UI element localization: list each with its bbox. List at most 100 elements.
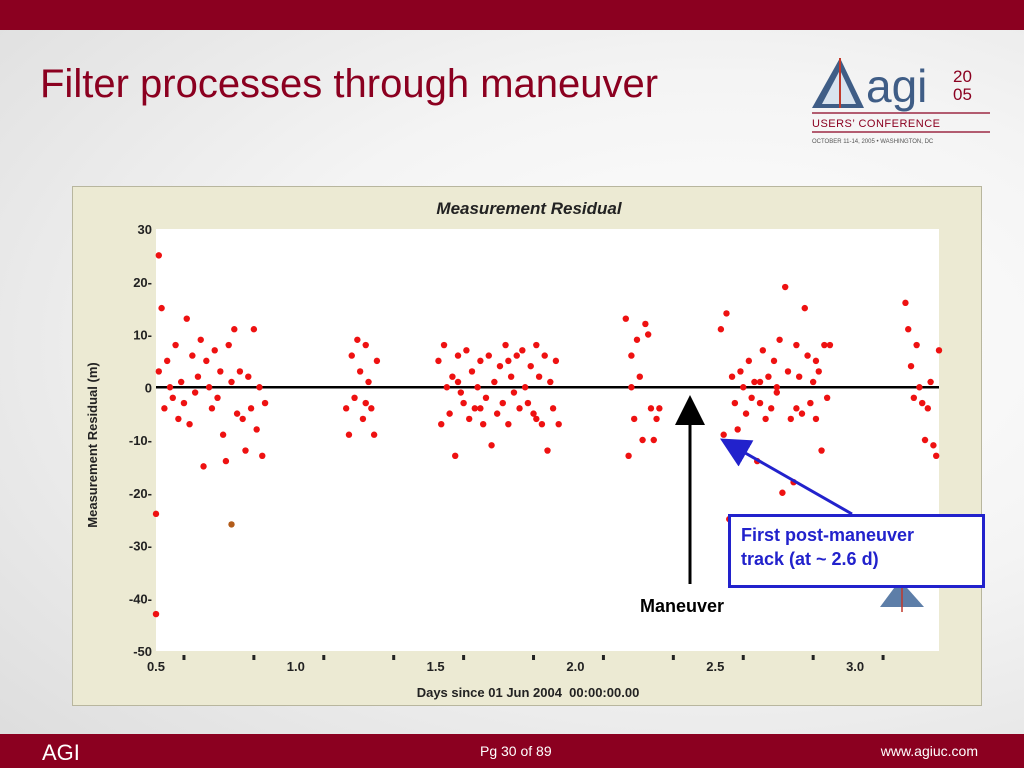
top-banner (0, 0, 1024, 30)
data-point (219, 431, 227, 438)
data-point (527, 362, 534, 370)
data-point (737, 368, 744, 375)
data-point (507, 373, 515, 380)
data-point (261, 399, 269, 407)
data-point (815, 368, 822, 375)
data-point (723, 310, 730, 317)
agi-conference-logo: agi 20 05 USERS’ CONFERENCE OCTOBER 11-1… (812, 58, 990, 145)
data-point (197, 336, 204, 343)
data-point (821, 341, 828, 349)
data-point (756, 399, 764, 407)
data-point (228, 378, 235, 386)
data-point (203, 357, 210, 365)
data-point (488, 442, 495, 449)
data-point (728, 373, 736, 380)
y-tick-label: 0 (145, 380, 152, 395)
data-point (740, 384, 747, 391)
data-point (770, 357, 778, 365)
data-point (452, 452, 459, 460)
data-point (538, 420, 546, 428)
footer-url: www.agiuc.com (880, 743, 978, 759)
data-point (524, 399, 532, 407)
x-axis-label: Days since 01 Jun 2004 00:00:00.00 (417, 685, 640, 700)
data-point (354, 336, 361, 343)
data-point (533, 341, 540, 349)
data-point (477, 405, 484, 412)
data-point (222, 457, 230, 465)
data-point (477, 357, 484, 365)
data-point (155, 368, 162, 375)
data-point (779, 489, 786, 496)
y-tick-label: -30- (129, 539, 152, 554)
logo-brand: agi (866, 60, 927, 112)
data-point (535, 373, 543, 380)
logo-tagline: USERS’ CONFERENCE (812, 118, 941, 130)
data-point (247, 405, 255, 412)
data-point (826, 341, 834, 349)
data-point (443, 384, 451, 391)
data-point (924, 405, 932, 412)
data-point (742, 410, 750, 417)
data-point (231, 326, 238, 333)
data-point (516, 405, 523, 412)
data-point (759, 347, 767, 354)
data-point (253, 426, 260, 433)
data-point (809, 378, 817, 386)
data-point (547, 378, 554, 386)
outlier-point (228, 521, 235, 528)
data-point (194, 373, 202, 380)
data-point (169, 394, 176, 401)
scatter-chart: Measurement Residual 30 20- 10- 0 -10- -20- -3… (85, 199, 943, 700)
footer-company: AGI (42, 740, 80, 765)
data-point (910, 394, 918, 401)
data-point (905, 326, 912, 333)
data-point (762, 415, 769, 423)
y-tick-label: 20- (133, 275, 152, 290)
data-point (356, 368, 364, 375)
data-point (471, 405, 478, 412)
data-point (795, 373, 803, 380)
logo-year-bottom: 05 (953, 85, 972, 104)
data-point (183, 315, 190, 322)
data-point (236, 368, 244, 375)
data-point (152, 610, 160, 618)
data-point (479, 420, 487, 428)
data-point (217, 368, 224, 375)
data-point (256, 384, 263, 391)
logo-dates: OCTOBER 11-14, 2005 • WASHINGTON, DC (812, 139, 934, 145)
data-point (233, 410, 241, 417)
data-point (214, 394, 221, 401)
data-point (239, 415, 246, 423)
data-point (720, 431, 727, 438)
data-point (463, 347, 470, 354)
x-tick-label: 2.5 (706, 659, 724, 674)
y-tick-label: -40- (129, 591, 152, 606)
data-point (446, 410, 453, 417)
data-point (748, 394, 755, 401)
data-point (765, 373, 772, 380)
data-point (784, 368, 792, 375)
data-point (510, 389, 518, 396)
data-point (644, 331, 652, 338)
data-point (773, 389, 781, 396)
data-point (807, 399, 814, 407)
data-point (902, 299, 909, 307)
data-point (180, 399, 188, 407)
data-point (438, 420, 445, 428)
data-point (628, 352, 635, 359)
data-point (211, 347, 218, 354)
data-point (158, 304, 165, 312)
data-point (823, 394, 831, 401)
data-point (930, 442, 937, 449)
data-point (625, 452, 632, 460)
data-point (812, 415, 820, 423)
data-point (812, 357, 820, 365)
data-point (359, 415, 367, 423)
logo-triangle-icon (812, 58, 864, 108)
data-point (787, 415, 794, 423)
data-point (482, 394, 490, 401)
data-point (440, 341, 448, 349)
data-point (454, 352, 462, 359)
data-point (798, 410, 806, 417)
data-point (919, 399, 926, 407)
